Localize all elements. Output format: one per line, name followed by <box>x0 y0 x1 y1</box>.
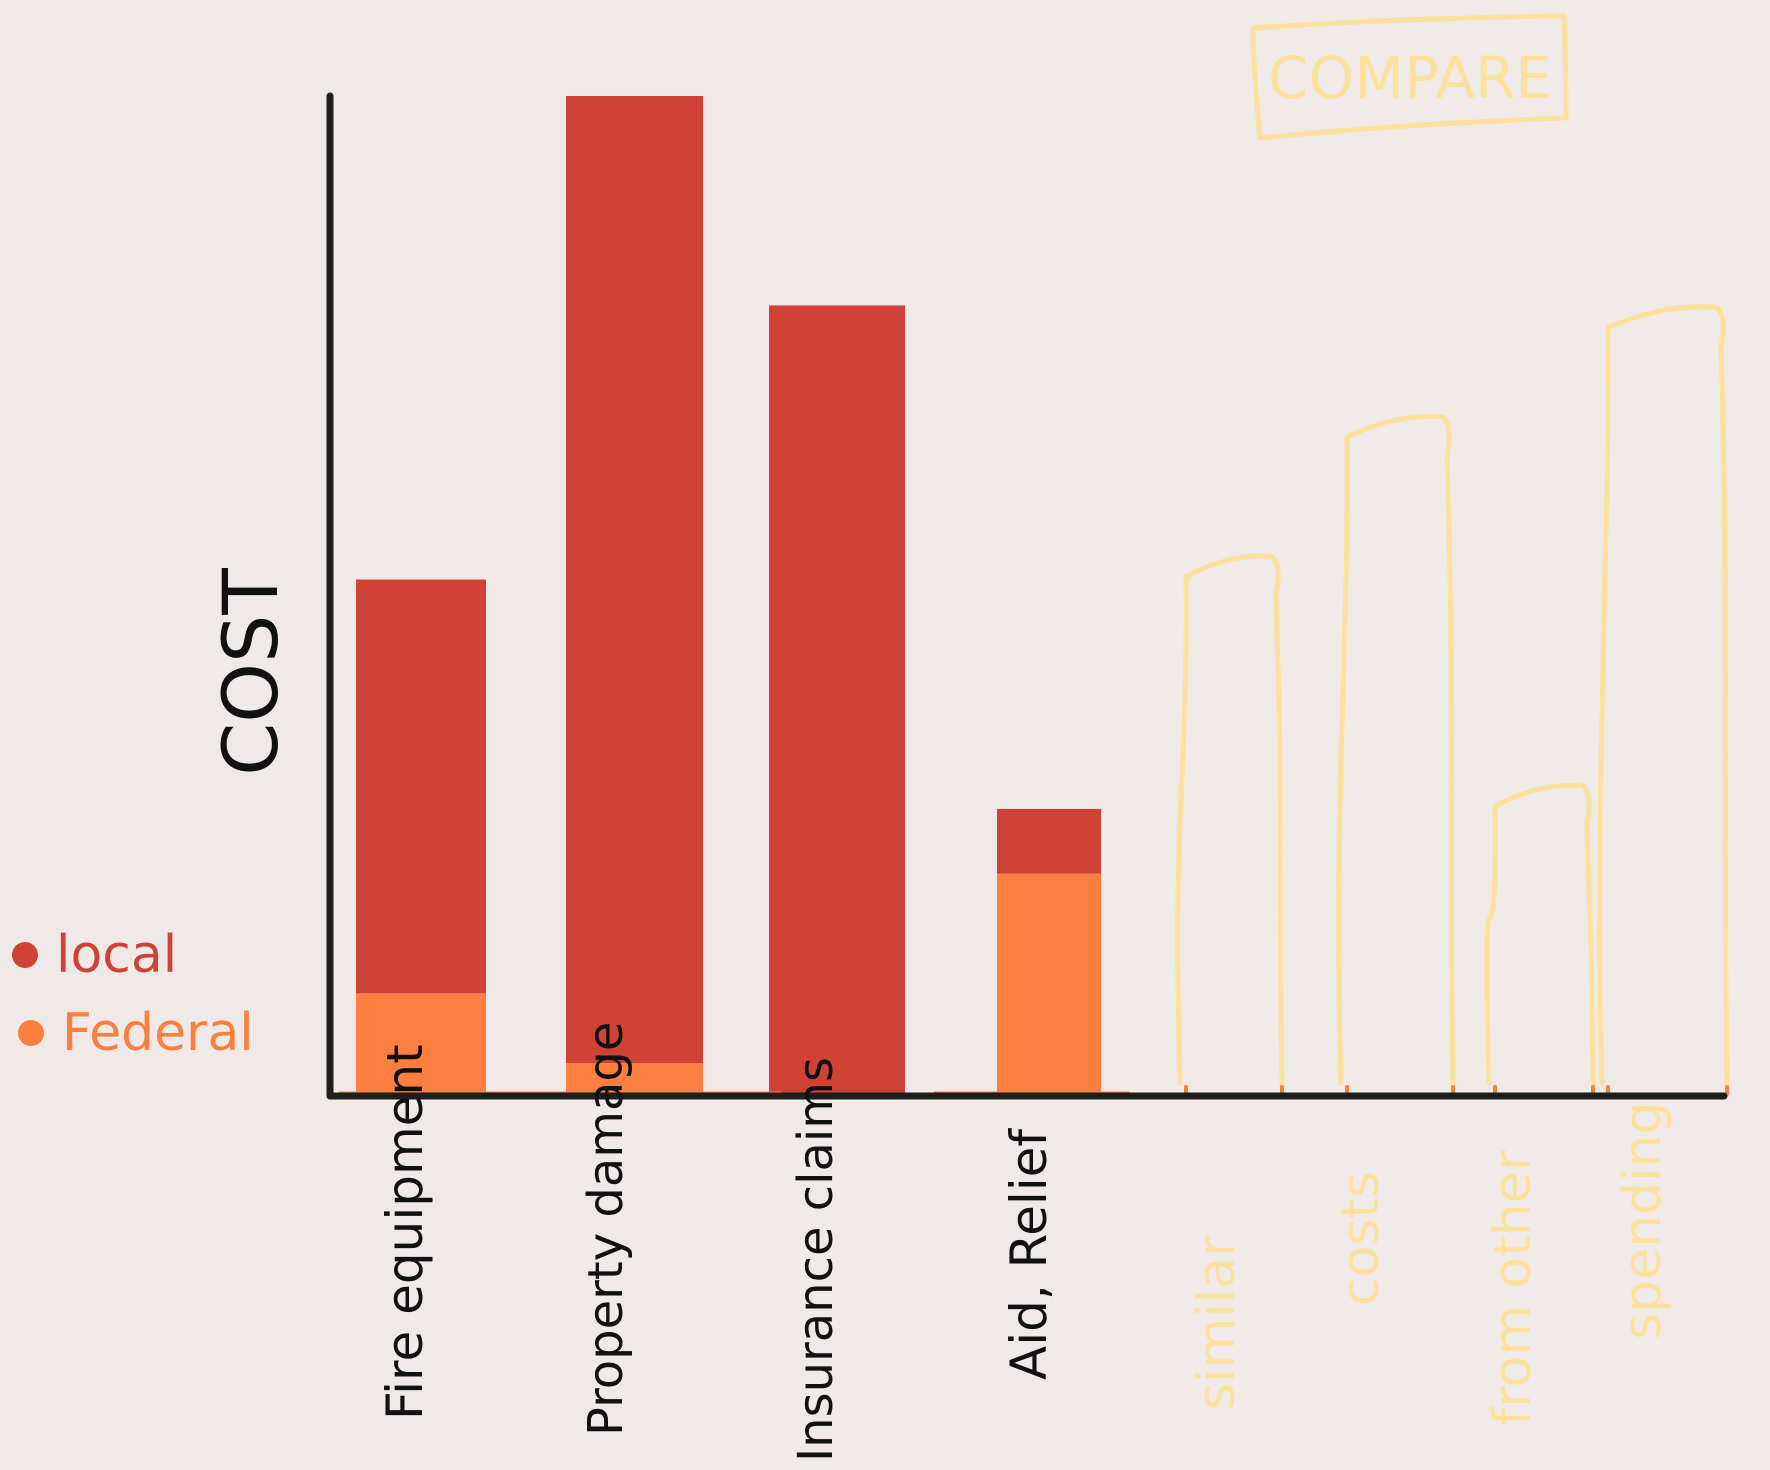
bar-local-insurance-claims <box>769 305 905 1093</box>
bar-local-fire-equipment <box>356 579 486 994</box>
y-axis-title: COST <box>206 568 295 776</box>
stacked-bars <box>338 96 1130 1095</box>
compare-box: COMPARE <box>1250 13 1569 141</box>
axes <box>326 92 1728 1100</box>
x-tick-label-fire-equipment: Fire equipment <box>376 1044 434 1420</box>
bar-local-aid-relief <box>997 808 1101 874</box>
bar-federal-aid-relief <box>997 873 1101 1093</box>
sketch-bar-similar <box>1175 553 1285 1088</box>
compare-label: COMPARE <box>1268 44 1552 112</box>
legend-label-local: local <box>56 925 177 985</box>
x-tick-label-property-damage: Property damage <box>578 1022 634 1436</box>
x-tick-labels: Fire equipment Property damage Insurance c… <box>376 1022 1673 1462</box>
bar-federal-property-damage <box>566 1063 703 1093</box>
compare-box-outline <box>1250 13 1569 141</box>
sketch-label-similar: similar <box>1187 1235 1247 1410</box>
x-tick-label-insurance-claims: Insurance claims <box>788 1057 844 1462</box>
x-tick-label-aid-relief: Aid, Relief <box>1000 1128 1058 1380</box>
sketch-label-spending: spending <box>1613 1102 1673 1340</box>
legend-label-federal: Federal <box>62 1003 254 1063</box>
bar-local-property-damage <box>566 96 703 1064</box>
sketch-label-costs: costs <box>1331 1171 1391 1306</box>
sketch-bar-spending <box>1597 304 1730 1088</box>
sketch-bar-from-other <box>1484 782 1596 1088</box>
legend-swatch-local <box>12 942 38 968</box>
legend: local Federal <box>12 925 254 1063</box>
comparison-sketch-bars <box>1175 304 1730 1096</box>
bar-federal-fire-equipment <box>356 993 486 1093</box>
sketch-label-from-other: from other <box>1483 1149 1543 1426</box>
legend-swatch-federal <box>18 1020 44 1046</box>
sketch-bar-costs <box>1336 414 1456 1088</box>
